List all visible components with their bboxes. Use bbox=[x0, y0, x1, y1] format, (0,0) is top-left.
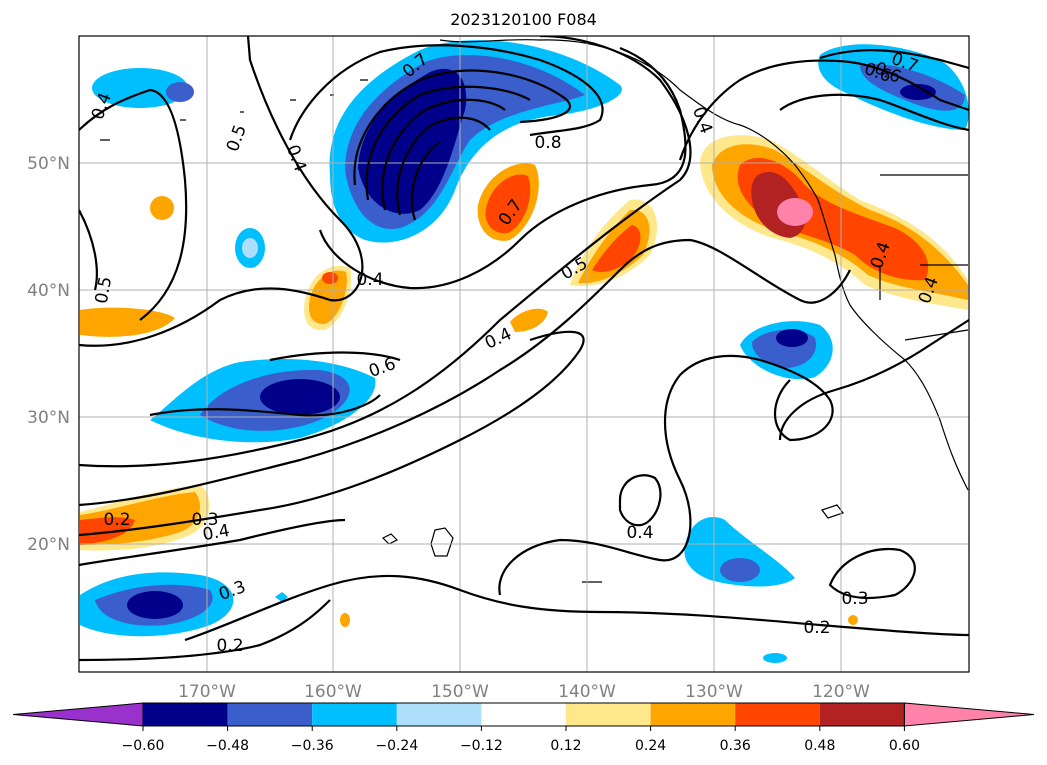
latitude-label: 20°N bbox=[27, 535, 70, 555]
colorbar-tick-label: 0.36 bbox=[720, 738, 751, 754]
colorbar-cell bbox=[312, 703, 397, 726]
colorbar-tick-label: 0.48 bbox=[804, 738, 835, 754]
colorbar-tick-label: −0.36 bbox=[291, 738, 334, 754]
longitude-label: 160°W bbox=[304, 682, 362, 702]
latitude-label: 40°N bbox=[27, 281, 70, 301]
map-panel bbox=[79, 36, 969, 672]
contour-label: 0.4 bbox=[626, 523, 653, 543]
colorbar: −0.60 −0.48 −0.36 −0.24 −0.12 0.12 0.24 0.36 0.4… bbox=[12, 702, 1035, 754]
longitude-label: 170°W bbox=[178, 682, 236, 702]
contour-lines bbox=[79, 36, 969, 662]
colorbar-tick-label: −0.60 bbox=[122, 738, 165, 754]
longitude-label: 150°W bbox=[431, 682, 489, 702]
colorbar-cell bbox=[735, 703, 820, 726]
longitude-label: 130°W bbox=[685, 682, 743, 702]
longitude-label: 140°W bbox=[558, 682, 616, 702]
colorbar-tick-label: −0.12 bbox=[460, 738, 503, 754]
colorbar-tick-label: −0.48 bbox=[206, 738, 249, 754]
colorbar-cell bbox=[143, 703, 228, 726]
colorbar-cell bbox=[396, 703, 482, 726]
contour-label: 0.5 bbox=[92, 275, 116, 305]
longitude-labels: 170°W 160°W 150°W 140°W 130°W 120°W bbox=[178, 682, 870, 702]
coastline-north-america bbox=[817, 199, 969, 491]
colorbar-extend-min bbox=[12, 702, 144, 727]
colorbar-tick-label: 0.12 bbox=[550, 738, 581, 754]
contour-labels: 0.40.50.40.5 0.40.60.70.80.70.40.50.40.60… bbox=[88, 49, 943, 656]
contour-label: 0.4 bbox=[356, 270, 383, 290]
longitude-label: 120°W bbox=[812, 682, 870, 702]
contour-label: 0.8 bbox=[534, 133, 561, 153]
contour-label: 0.4 bbox=[201, 521, 231, 545]
coastlines bbox=[100, 39, 969, 583]
contour-label: 0.2 bbox=[803, 618, 830, 638]
colorbar-cell bbox=[481, 703, 566, 726]
contour-label: 0.2 bbox=[216, 636, 243, 656]
latitude-label: 50°N bbox=[27, 154, 70, 174]
latitude-label: 30°N bbox=[27, 408, 70, 428]
latitude-labels: 50°N 40°N 30°N 20°N bbox=[27, 154, 70, 555]
gridlines bbox=[79, 36, 969, 672]
map-title: 2023120100 F084 bbox=[450, 10, 597, 29]
negative-anomaly-subtropical-east bbox=[684, 517, 795, 587]
colorbar-tick-label: 0.60 bbox=[889, 738, 920, 754]
map-frame bbox=[78, 35, 970, 673]
colorbar-cell bbox=[566, 703, 651, 726]
colorbar-cell bbox=[227, 703, 313, 726]
contour-label: 0.3 bbox=[191, 510, 218, 530]
colorbar-tick-label: −0.24 bbox=[375, 738, 418, 754]
colorbar-tick-label: 0.24 bbox=[635, 738, 666, 754]
contour-label: 0.3 bbox=[841, 589, 868, 609]
contour-label: 0.2 bbox=[103, 510, 130, 530]
colorbar-cell bbox=[650, 703, 736, 726]
coastline-alaska bbox=[439, 39, 819, 201]
colorbar-cell bbox=[819, 703, 905, 726]
colorbar-extend-max bbox=[903, 702, 1035, 727]
